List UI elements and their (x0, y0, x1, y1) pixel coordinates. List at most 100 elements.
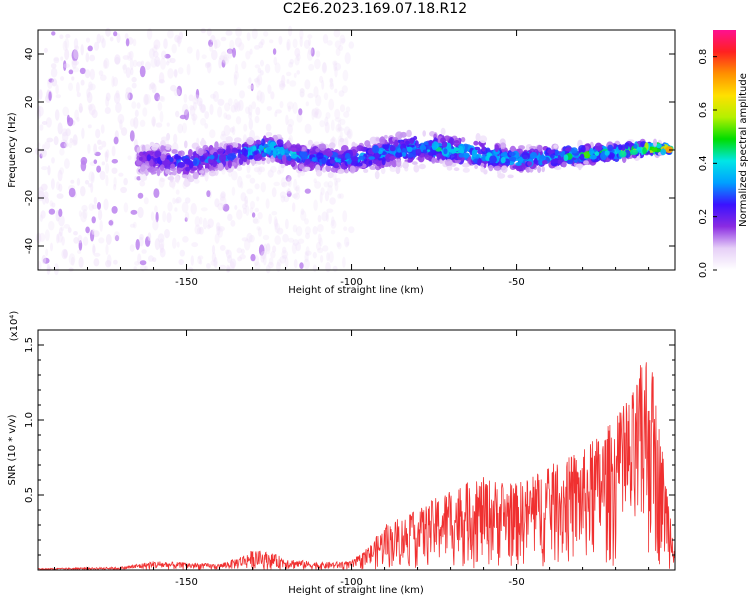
spectrogram-noise-blob (173, 68, 178, 78)
spectrogram-ridge-blob (148, 158, 154, 167)
spectrogram-noise-blob (192, 101, 197, 111)
spectrogram-ridge-blob (554, 166, 562, 171)
spectrogram-ridge-blob (209, 154, 215, 160)
spectrogram-noise-blob (40, 210, 46, 219)
spectrogram-noise-blob (200, 27, 206, 34)
spectrogram-noise-blob (140, 60, 145, 66)
spectrogram-noise-blob (249, 177, 256, 184)
spectrogram-noise-blob (109, 36, 114, 42)
spectrogram-noise-blob (296, 113, 303, 123)
spectrogram-noise-blob (64, 38, 70, 50)
spectrogram-ridge-blob (527, 161, 533, 167)
spectrogram-ridge-blob (624, 142, 629, 150)
spectrogram-noise-blob (286, 189, 292, 194)
spectrogram-noise-blob (312, 264, 317, 272)
spectrogram-noise-blob (151, 116, 156, 127)
spectrogram-noise-blob (327, 185, 333, 196)
spectrogram-ridge-blob (140, 173, 147, 182)
spectrogram-ridge-blob (266, 147, 271, 155)
spectrogram-noise-blob (246, 163, 251, 174)
spectrogram-noise-blob (294, 186, 300, 192)
spectrogram-ridge-blob (363, 168, 369, 173)
chart-title: C2E6.2023.169.07.18.R12 (282, 1, 468, 17)
spectrogram-noise-blob (289, 58, 295, 65)
spectrogram-noise-blob (60, 226, 65, 231)
spectrogram-noise-blob (42, 194, 47, 205)
spectrogram-noise-blob (319, 120, 326, 128)
spectrogram-noise-blob (255, 106, 261, 116)
spectrogram-ridge-blob (350, 156, 359, 162)
spectrogram-noise-blob (87, 45, 93, 52)
spectrogram-noise-blob (334, 88, 338, 94)
spectrogram-ridge-blob (583, 151, 591, 159)
spectrogram-ridge-blob (141, 144, 146, 154)
spectrogram-noise-blob (113, 177, 117, 187)
spectrogram-ridge-blob (422, 130, 427, 137)
spectrogram-noise-blob (212, 91, 219, 102)
spectrogram-ridge-blob (406, 146, 413, 153)
spectrogram-noise-blob (194, 224, 201, 235)
spectrogram-noise-blob (122, 64, 127, 70)
spectrogram-noise-blob (148, 48, 155, 59)
spectrogram-noise-blob (105, 260, 112, 268)
spectrogram-noise-blob (312, 251, 317, 259)
spectrogram-noise-blob (333, 29, 341, 38)
spectrogram-noise-blob (292, 38, 298, 49)
spectrogram-noise-blob (111, 167, 118, 174)
spectrogram-ridge-blob (493, 165, 501, 171)
spectrogram-noise-blob (135, 239, 140, 251)
colorbar-gradient (713, 30, 736, 270)
spectrogram-ridge-blob (154, 150, 162, 158)
spectrogram-ridge-blob (618, 144, 623, 151)
spectrogram-noise-blob (159, 178, 166, 182)
spectrogram-ridge-blob (198, 170, 205, 174)
spectrogram-noise-blob (93, 41, 100, 51)
spectrogram-noise-blob (133, 116, 139, 129)
spectrogram-noise-blob (225, 249, 230, 255)
spectrogram-noise-blob (143, 93, 149, 106)
spectrogram-noise-blob (78, 210, 82, 217)
spectrogram-noise-blob (266, 242, 271, 252)
spectrogram-noise-blob (216, 225, 221, 236)
spectrogram-noise-blob (293, 178, 298, 191)
spectrogram-ridge-blob (407, 152, 414, 158)
spectrogram-ridge-blob (358, 155, 366, 160)
spectrogram-noise-blob (73, 48, 79, 60)
spectrogram-noise-blob (274, 62, 281, 74)
spectrogram-ridge-blob (471, 149, 478, 158)
spectrogram-noise-blob (46, 263, 51, 275)
spectrogram-noise-blob (69, 138, 74, 143)
spectrogram-ridge-blob (436, 153, 441, 159)
spectrogram-noise-blob (76, 177, 81, 186)
spectrogram-noise-blob (308, 38, 312, 46)
spectrogram-noise-blob (248, 112, 253, 120)
spectrogram-noise-blob (130, 67, 134, 76)
spectrogram-noise-blob (55, 94, 61, 99)
spectrogram-noise-blob (131, 101, 137, 109)
spectrogram-noise-blob (67, 227, 72, 234)
spectrogram-noise-blob (348, 41, 355, 49)
spectrogram-y-tick-label: 0 (24, 147, 35, 153)
spectrogram-ridge-blob (581, 145, 586, 153)
spectrogram-ridge-blob (217, 162, 224, 171)
spectrogram-noise-blob (282, 246, 287, 254)
spectrogram-ridge-blob (197, 148, 204, 156)
spectrogram-ridge-blob (515, 162, 522, 166)
spectrogram-noise-blob (248, 118, 253, 131)
spectrogram-ridge-blob (550, 158, 559, 164)
spectrogram-ridge-blob (480, 166, 485, 173)
spectrogram-noise-blob (244, 199, 248, 208)
spectrogram-noise-blob (337, 242, 342, 250)
spectrogram-noise-blob (281, 250, 289, 259)
spectrogram-noise-blob (172, 237, 177, 249)
spectrogram-noise-blob (287, 124, 293, 135)
snr-y-axis-label: SNR (10 * v/v) (7, 414, 18, 485)
spectrogram-noise-blob (197, 256, 202, 264)
spectrogram-noise-blob (281, 74, 286, 87)
spectrogram-noise-blob (265, 198, 270, 209)
spectrogram-noise-blob (323, 181, 329, 188)
spectrogram-noise-blob (167, 68, 174, 79)
spectrogram-noise-blob (217, 227, 223, 238)
spectrogram-noise-blob (250, 253, 256, 262)
spectrogram-y-tick-label: 40 (24, 48, 35, 61)
